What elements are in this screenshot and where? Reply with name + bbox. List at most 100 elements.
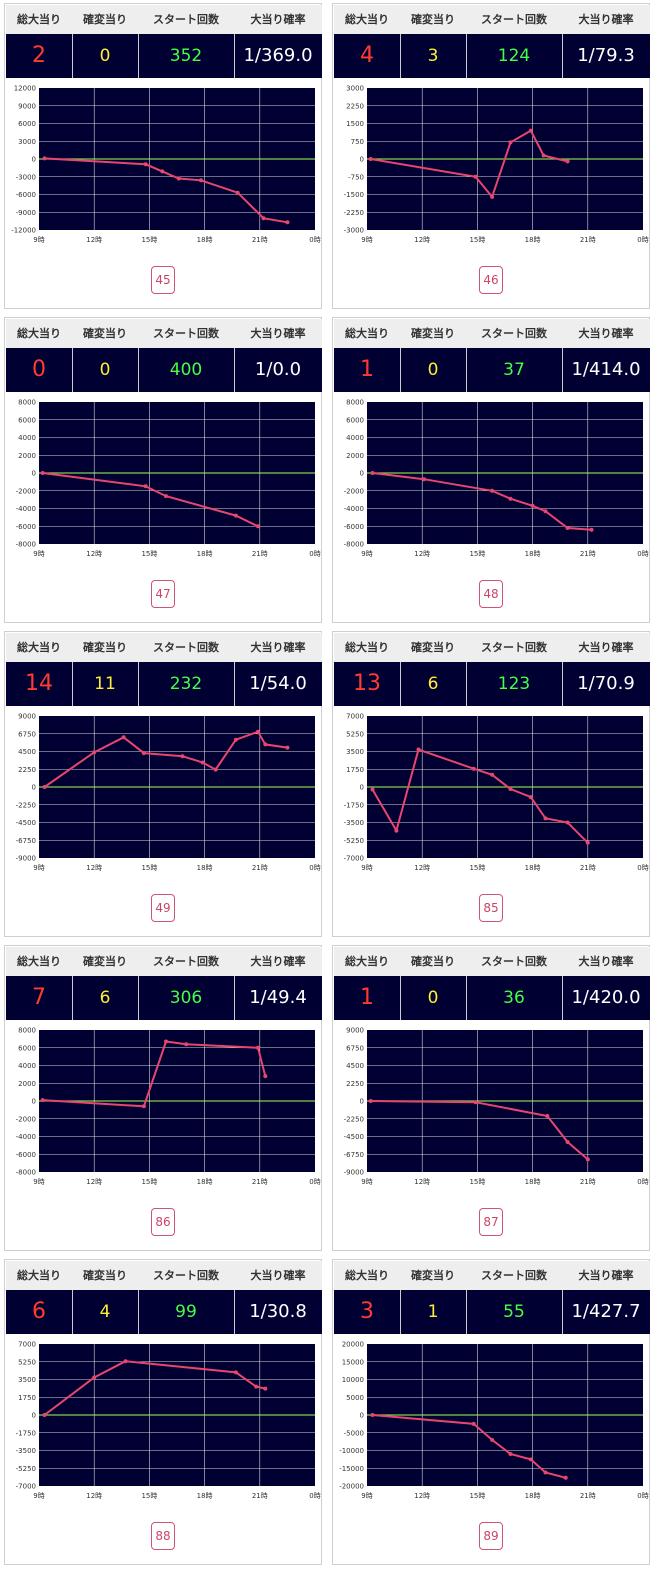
x-tick-label: 0時 <box>637 864 648 872</box>
data-point <box>528 1457 533 1462</box>
y-tick-label: 0 <box>32 1098 36 1106</box>
x-tick-label: 9時 <box>361 550 372 558</box>
data-point <box>261 216 266 221</box>
y-tick-label: 4000 <box>18 434 36 442</box>
column-divider <box>562 976 563 1020</box>
start-count-header: スタート回数 <box>466 1261 562 1290</box>
y-tick-label: -2000 <box>344 487 364 495</box>
machine-number-link[interactable]: 87 <box>479 1208 503 1236</box>
y-tick-label: -6000 <box>16 523 36 531</box>
y-tick-label: 6000 <box>18 1044 36 1052</box>
stats-table: 総大当り 2 確変当り 0 スタート回数 352 大当り確率 1/369.0 <box>6 5 322 78</box>
data-point <box>123 1359 128 1364</box>
jackpot-rate-value: 1/70.9 <box>562 662 650 706</box>
data-point <box>143 484 148 489</box>
x-tick-label: 9時 <box>361 1492 372 1500</box>
y-tick-label: 2250 <box>18 766 36 774</box>
data-point <box>565 526 570 530</box>
x-tick-label: 21時 <box>252 550 268 558</box>
x-tick-label: 15時 <box>141 864 157 872</box>
machine-number-link[interactable]: 46 <box>479 266 503 294</box>
column-divider <box>138 976 139 1020</box>
y-tick-label: 8000 <box>18 1027 36 1035</box>
machine-number-link[interactable]: 49 <box>151 894 175 922</box>
machine-number-link[interactable]: 88 <box>151 1522 175 1550</box>
data-point <box>92 750 97 755</box>
data-point <box>256 524 260 529</box>
jackpot-rate-value: 1/30.8 <box>234 1290 322 1334</box>
x-tick-label: 9時 <box>33 550 44 558</box>
column-divider <box>234 662 235 706</box>
data-point <box>490 194 495 199</box>
y-tick-label: -8000 <box>16 1169 36 1177</box>
total-jackpots-value: 3 <box>334 1290 400 1334</box>
data-point <box>528 795 533 800</box>
x-tick-label: 21時 <box>580 1178 596 1186</box>
machine-number-link[interactable]: 89 <box>479 1522 503 1550</box>
y-tick-label: 1750 <box>346 766 364 774</box>
y-tick-label: -1500 <box>344 191 364 199</box>
column-divider <box>400 976 401 1020</box>
x-tick-label: 18時 <box>525 236 541 244</box>
kakuhen-hits-header: 確変当り <box>72 5 138 34</box>
x-tick-label: 21時 <box>580 864 596 872</box>
machine-number-link[interactable]: 48 <box>479 580 503 608</box>
machine-number-link[interactable]: 47 <box>151 580 175 608</box>
x-tick-label: 0時 <box>637 1178 648 1186</box>
y-tick-label: 5250 <box>18 1358 36 1366</box>
data-point <box>40 471 45 475</box>
y-tick-label: 0 <box>32 784 36 792</box>
column-divider <box>466 976 467 1020</box>
y-tick-label: 4500 <box>18 748 36 756</box>
jackpot-rate-header: 大当り確率 <box>562 947 650 976</box>
machine-number-link[interactable]: 85 <box>479 894 503 922</box>
x-tick-label: 12時 <box>414 1178 430 1186</box>
x-tick-label: 21時 <box>580 236 596 244</box>
kakuhen-hits-header: 確変当り <box>400 1261 466 1290</box>
data-point <box>589 527 594 532</box>
y-tick-label: 12000 <box>14 85 36 93</box>
x-tick-label: 21時 <box>580 1492 596 1500</box>
data-point <box>508 1452 513 1456</box>
x-tick-label: 18時 <box>525 864 541 872</box>
column-divider <box>138 34 139 78</box>
total-jackpots-header: 総大当り <box>334 5 400 34</box>
kakuhen-hits-header: 確変当り <box>400 5 466 34</box>
y-tick-label: -6000 <box>344 523 364 531</box>
data-point <box>180 754 185 759</box>
data-point <box>541 153 546 158</box>
y-tick-label: 5000 <box>346 1394 364 1402</box>
start-count-value: 352 <box>138 34 234 78</box>
column-divider <box>72 976 73 1020</box>
data-point <box>508 140 513 145</box>
y-tick-label: -20000 <box>339 1483 364 1491</box>
data-point <box>213 767 218 772</box>
kakuhen-hits-value: 0 <box>400 348 466 392</box>
machine-number-link[interactable]: 45 <box>151 266 175 294</box>
y-tick-label: -6000 <box>16 191 36 199</box>
y-tick-label: -4000 <box>344 505 364 513</box>
y-tick-label: -9000 <box>16 209 36 217</box>
column-divider <box>138 348 139 392</box>
start-count-value: 55 <box>466 1290 562 1334</box>
x-tick-label: 21時 <box>252 1492 268 1500</box>
y-tick-label: 9000 <box>18 713 36 721</box>
machine-number-link[interactable]: 86 <box>151 1208 175 1236</box>
y-tick-label: 2250 <box>346 102 364 110</box>
y-tick-label: -7000 <box>16 1483 36 1491</box>
start-count-value: 36 <box>466 976 562 1020</box>
y-tick-label: -3500 <box>16 1447 36 1455</box>
y-tick-label: 2250 <box>346 1080 364 1088</box>
data-point <box>42 156 47 161</box>
x-tick-label: 18時 <box>197 550 213 558</box>
total-jackpots-value: 2 <box>6 34 72 78</box>
total-jackpots-header: 総大当り <box>6 1261 72 1290</box>
start-count-value: 123 <box>466 662 562 706</box>
data-point <box>42 1413 47 1417</box>
column-divider <box>72 1290 73 1334</box>
kakuhen-hits-value: 1 <box>400 1290 466 1334</box>
x-tick-label: 21時 <box>252 1178 268 1186</box>
kakuhen-hits-header: 確変当り <box>72 1261 138 1290</box>
